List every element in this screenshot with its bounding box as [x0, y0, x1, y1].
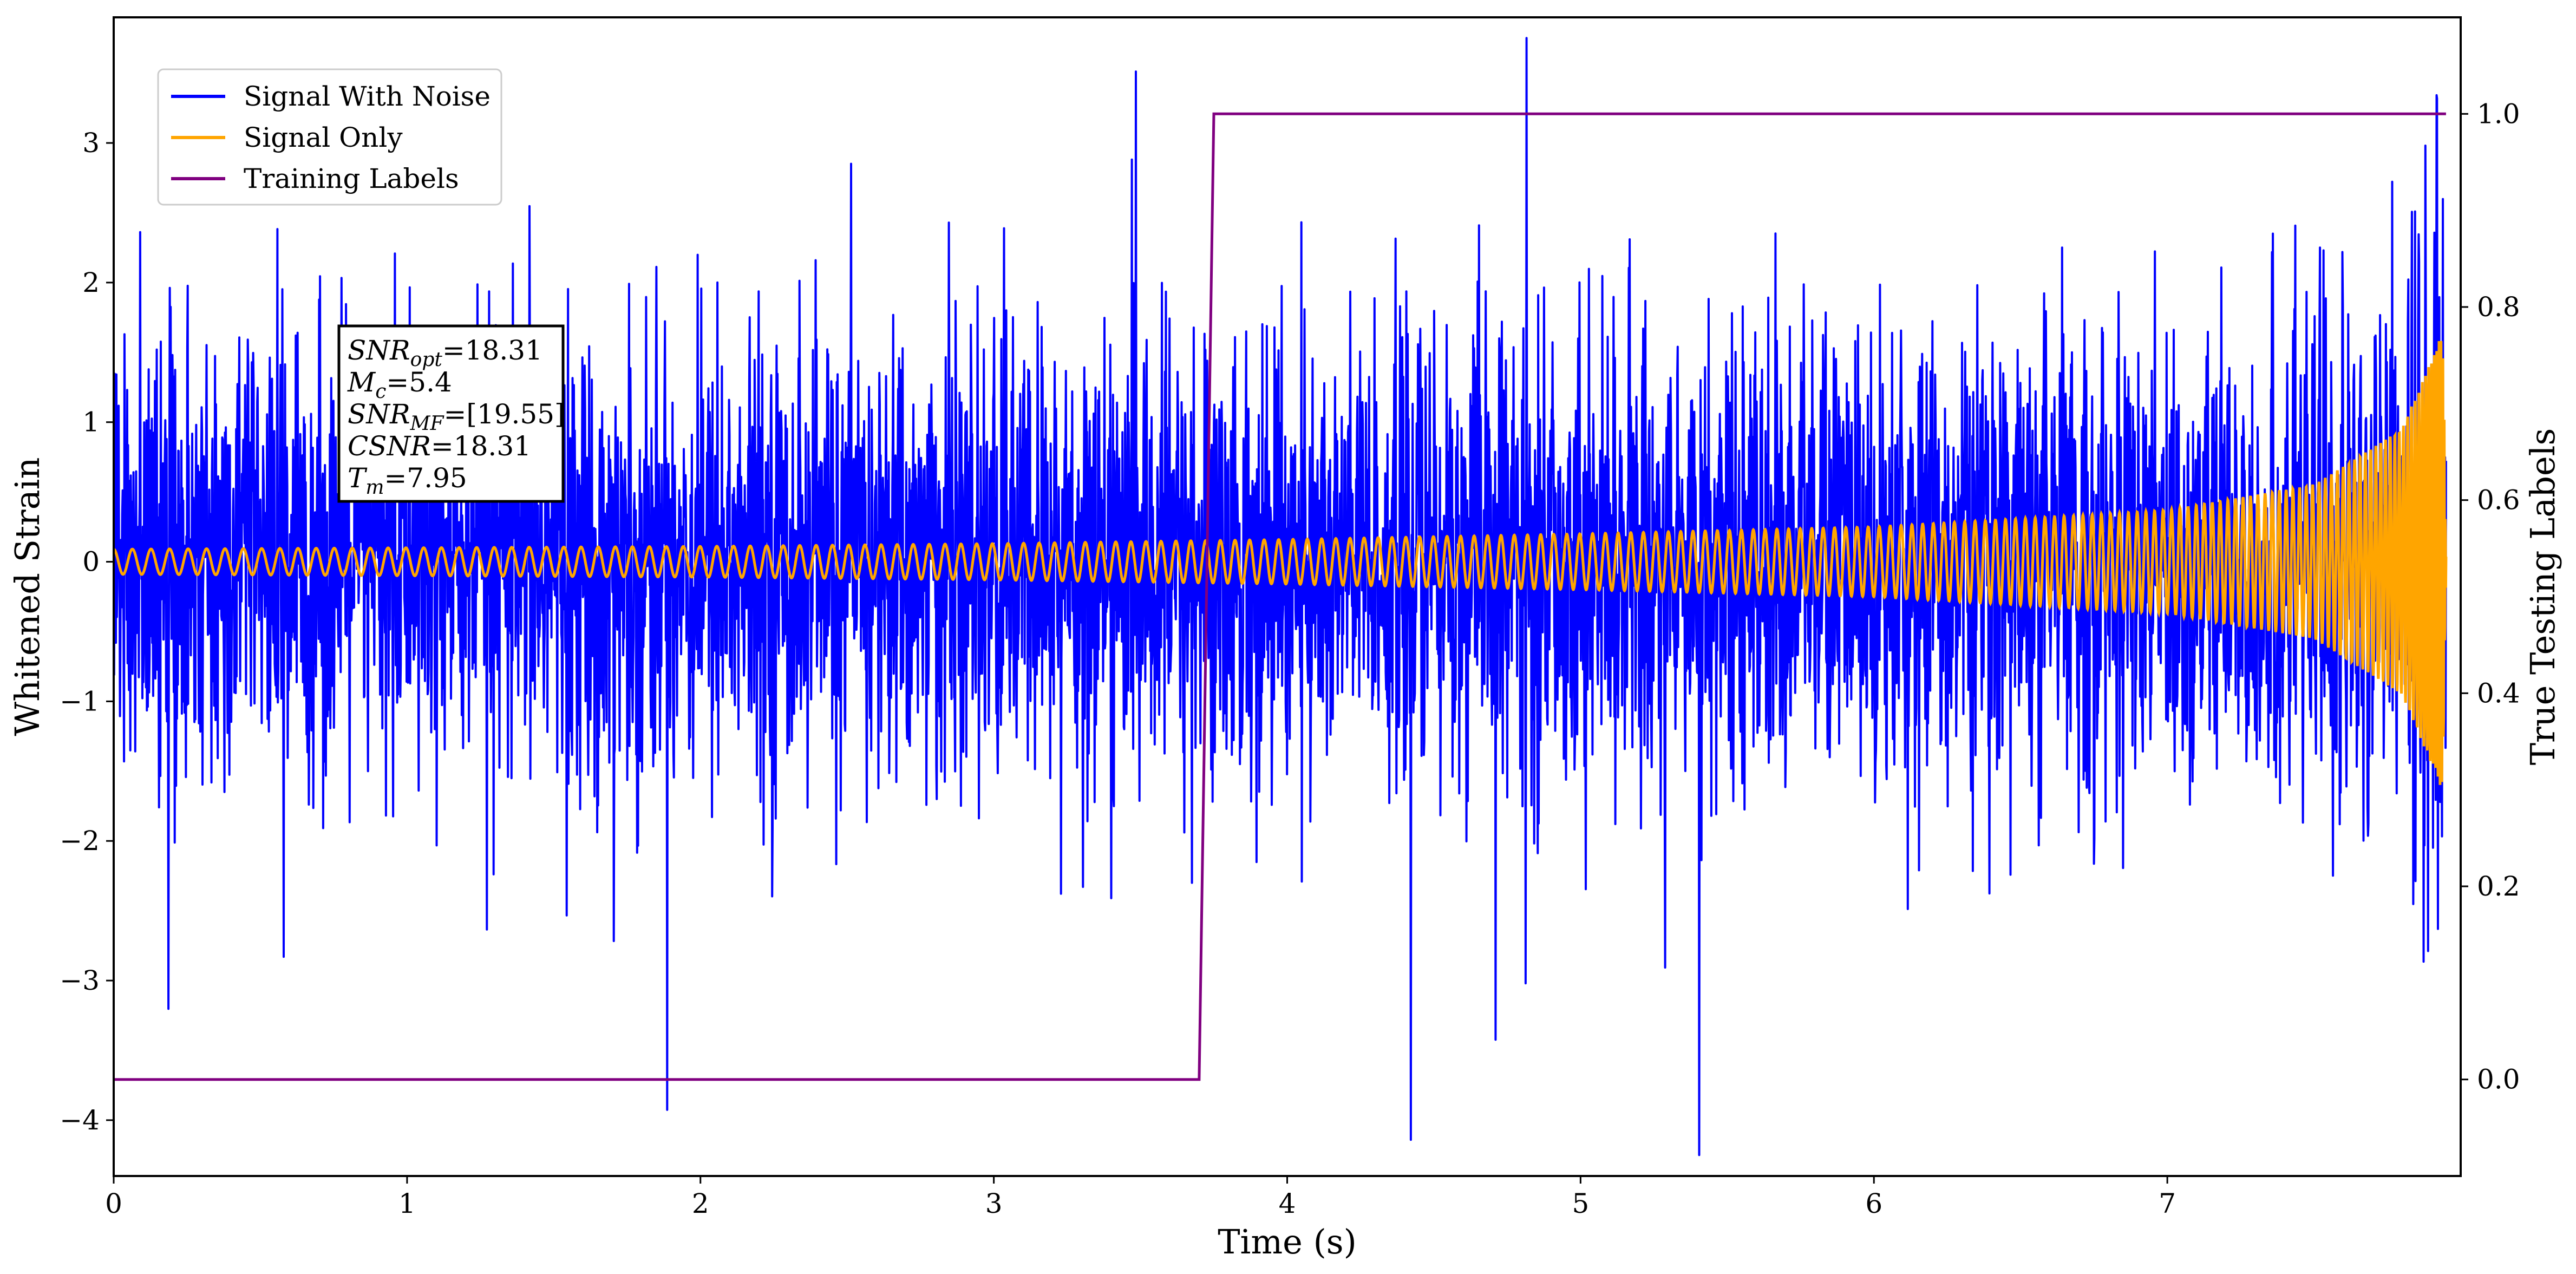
y-right-tick-label: 0.4 — [2477, 677, 2520, 709]
legend-entry: Signal Only — [244, 122, 403, 153]
info-line: Mc=5.4 — [347, 367, 452, 403]
y-tick-label: −1 — [60, 685, 100, 717]
y-tick-label: 0 — [82, 546, 100, 578]
y-right-tick-label: 0.0 — [2477, 1064, 2520, 1095]
x-tick-label: 0 — [105, 1188, 122, 1219]
series-layer — [113, 37, 2448, 1157]
y-right-tick-label: 0.8 — [2477, 291, 2520, 323]
series-signal-only — [113, 341, 2448, 785]
info-line: SNRMF=[19.55] — [348, 398, 565, 435]
x-tick-label: 3 — [985, 1188, 1003, 1219]
x-tick-label: 2 — [692, 1188, 709, 1219]
y-tick-label: 2 — [82, 267, 100, 298]
legend-entry: Signal With Noise — [244, 81, 491, 112]
y-axis-right-label: True Testing Labels — [2523, 428, 2562, 766]
y-right-tick-label: 0.6 — [2477, 485, 2520, 516]
y-right-tick-label: 1.0 — [2477, 98, 2520, 129]
x-tick-label: 1 — [398, 1188, 416, 1219]
x-axis-label: Time (s) — [1218, 1222, 1357, 1262]
x-tick-label: 5 — [1572, 1188, 1589, 1219]
info-line: Tm=7.95 — [348, 462, 467, 499]
info-line: CSNR=18.31 — [348, 430, 531, 462]
legend: Signal With Noise Signal Only Training Lab… — [157, 68, 502, 206]
ticks-layer: 0 1 2 3 4 5 6 7 3 2 1 0 −1 −2 −3 −4 1.0 0.8 0.6 0.4 0.2 0.0 — [60, 98, 2520, 1219]
x-tick-label: 6 — [1865, 1188, 1882, 1219]
info-box-frame — [337, 324, 565, 503]
y-tick-label: −4 — [60, 1105, 100, 1136]
legend-box — [157, 68, 502, 206]
info-line: SNRopt=18.31 — [348, 335, 542, 371]
series-training-labels — [114, 112, 2446, 1081]
y-tick-label: 1 — [82, 407, 100, 438]
x-tick-label: 7 — [2159, 1188, 2176, 1219]
legend-entry: Training Labels — [244, 163, 459, 194]
y-right-tick-label: 0.2 — [2477, 871, 2520, 902]
info-box: SNRopt=18.31Mc=5.4SNRMF=[19.55]CSNR=18.3… — [337, 324, 565, 503]
y-tick-label: −2 — [60, 825, 100, 857]
y-axis-label: Whitened Strain — [8, 458, 47, 736]
y-tick-label: 3 — [82, 127, 100, 159]
x-tick-label: 4 — [1279, 1188, 1296, 1219]
y-tick-label: −3 — [60, 965, 100, 996]
